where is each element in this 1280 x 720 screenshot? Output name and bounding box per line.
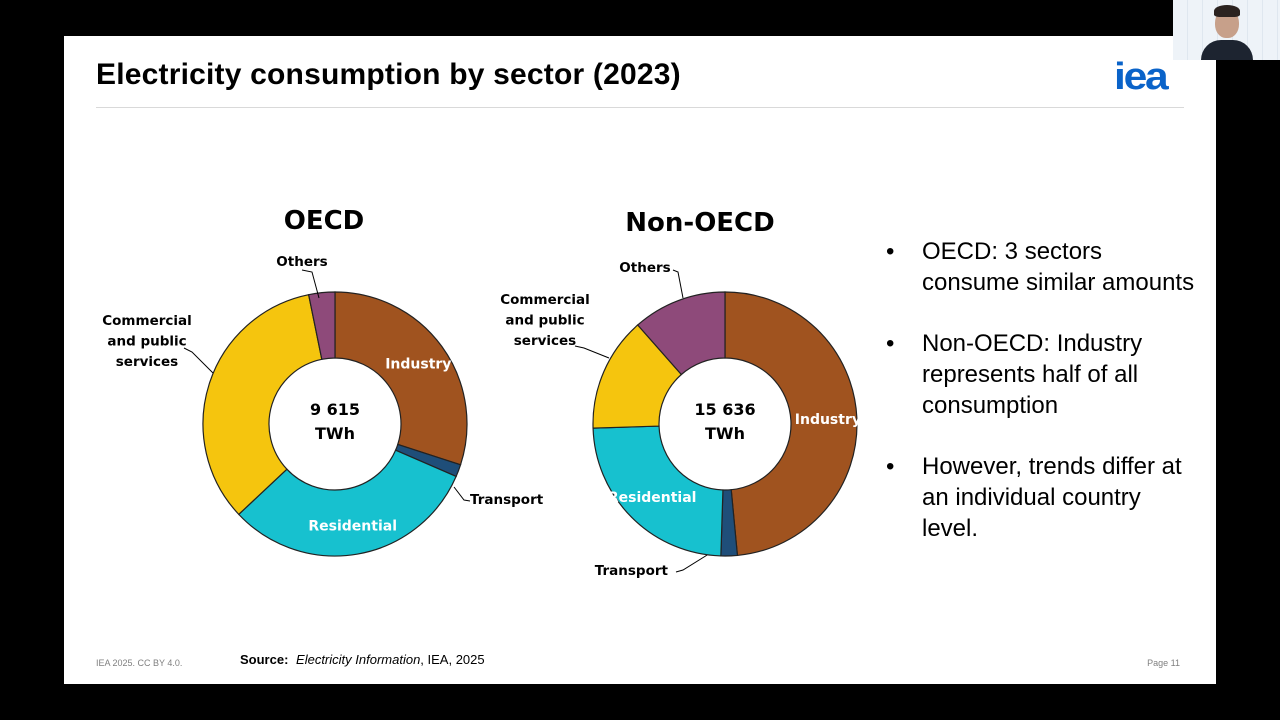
donut-charts: Industry Transport Residential Commercial an… [102, 254, 861, 579]
donut-slice-industry [334, 291, 468, 466]
page-number: Page 11 [1147, 658, 1180, 668]
slice-label-transport: Transport [470, 492, 544, 508]
center-total-unit: TWh [705, 424, 745, 443]
slice-label-residential: Residential [308, 518, 397, 534]
bullet-list: • OECD: 3 sectors consume similar amounts… [882, 236, 1202, 574]
bullet-glyph: • [886, 330, 895, 357]
leader-line-others [301, 269, 320, 299]
source-label: Source: [240, 652, 289, 667]
presenter-webcam [1173, 0, 1280, 60]
slice-label-residential: Residential [608, 490, 697, 506]
center-total-value: 9 615 [310, 400, 360, 419]
leader-line-commercial [183, 347, 214, 374]
bullet-item: • OECD: 3 sectors consume similar amounts [882, 236, 1202, 298]
slice-label-others: Others [276, 254, 327, 270]
slice-label-line: and public [505, 313, 584, 329]
slice-label-line: services [116, 354, 178, 370]
slice-label-line: services [514, 333, 576, 349]
license-note: IEA 2025. CC BY 4.0. [96, 658, 183, 668]
center-total-value: 15 636 [694, 400, 755, 419]
slice-label-line: and public [107, 334, 186, 350]
bullet-item: • Non-OECD: Industry represents half of a… [882, 328, 1202, 421]
leader-line-others [672, 269, 684, 299]
leader-line-transport [675, 551, 713, 573]
slide-title: Electricity consumption by sector (2023) [96, 58, 681, 91]
donut-slice-residential [592, 425, 724, 557]
slice-label-commercial: Commercial and public services [102, 313, 192, 370]
leader-line-commercial [574, 345, 610, 359]
donut-slice-others [636, 291, 726, 376]
donut-slice-residential [237, 449, 457, 557]
presentation-slide: Electricity consumption by sector (2023)… [64, 36, 1216, 684]
presenter-body [1201, 40, 1253, 60]
iea-logo: iea [1114, 56, 1169, 98]
donut-chart-non-oecd: Industry Transport Residential Commercial an… [500, 260, 861, 579]
donut-slice-industry [724, 291, 858, 557]
bullet-item: • However, trends differ at an individual… [882, 451, 1202, 544]
slice-label-others: Others [619, 260, 670, 276]
bullet-text: OECD: 3 sectors consume similar amounts [922, 238, 1195, 296]
chart-title-oecd: OECD [283, 206, 365, 236]
slice-label-line: Commercial [102, 313, 192, 329]
slice-label-transport: Transport [595, 563, 669, 579]
bullet-text: However, trends differ at an individual … [922, 453, 1182, 542]
bullet-text: Non-OECD: Industry represents half of al… [922, 330, 1143, 419]
slice-label-industry: Industry [795, 412, 861, 428]
presenter-hair [1214, 5, 1240, 17]
bullet-glyph: • [886, 238, 895, 265]
slice-label-commercial: Commercial and public services [500, 292, 590, 349]
slice-label-line: Commercial [500, 292, 590, 308]
bullet-glyph: • [886, 453, 895, 480]
chart-title-non-oecd: Non-OECD [625, 208, 775, 238]
donut-slice-commercial [202, 293, 323, 516]
source-note: Source: Electricity Information, IEA, 20… [240, 652, 485, 667]
leader-line-transport [453, 486, 471, 502]
slice-label-industry: Industry [385, 356, 451, 372]
donut-chart-oecd: Industry Transport Residential Commercial an… [102, 254, 544, 557]
center-total-unit: TWh [315, 424, 355, 443]
source-publication: Electricity Information [296, 652, 421, 667]
title-divider [96, 107, 1184, 108]
source-rest: , IEA, 2025 [420, 652, 485, 667]
